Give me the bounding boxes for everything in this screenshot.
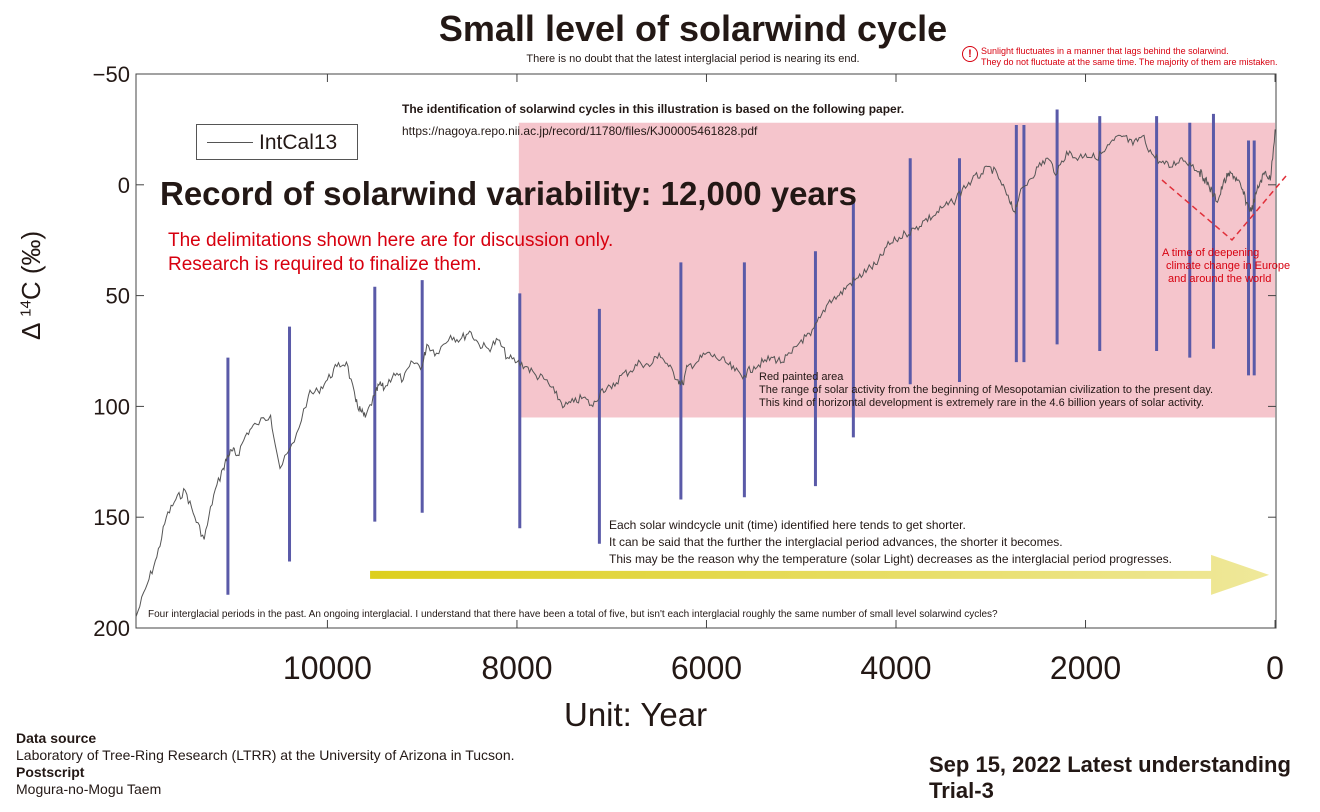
date-stamp: Sep 15, 2022 Latest understanding Trial-… bbox=[929, 752, 1291, 804]
arrow-shape bbox=[370, 554, 1270, 595]
deepening-line-2: climate change in Europe bbox=[1166, 260, 1291, 272]
cycle-markers bbox=[226, 109, 1256, 595]
red-painted-area bbox=[518, 122, 1276, 418]
red-area-line-2: The range of solar activity from the beg… bbox=[759, 384, 1214, 396]
y-tick-label: 0 bbox=[118, 173, 130, 198]
unit-note-line-1: Each solar windcycle unit (time) identif… bbox=[609, 518, 966, 532]
deepening-note: A time of deepening climate change in Eu… bbox=[1162, 247, 1290, 286]
trial-line: Trial-3 bbox=[929, 778, 994, 803]
progress-arrow bbox=[370, 554, 1270, 595]
discussion-note-line-2: Research is required to finalize them. bbox=[168, 254, 482, 275]
deepening-v-marker bbox=[1161, 175, 1287, 242]
x-axis-title: Unit: Year bbox=[564, 696, 708, 733]
warning-line-2: They do not fluctuate at the same time. … bbox=[981, 57, 1278, 67]
discussion-note-line-1: The delimitations shown here are for dis… bbox=[168, 230, 614, 251]
x-tick-label: 2000 bbox=[1050, 650, 1121, 686]
red-area-line-3: This kind of horizontal development is e… bbox=[759, 397, 1204, 409]
interglacial-note: Four interglacial periods in the past. A… bbox=[148, 609, 998, 620]
y-axis-main: C (‰) bbox=[16, 230, 46, 301]
paper-url: https://nagoya.repo.nii.ac.jp/record/117… bbox=[402, 124, 758, 138]
discussion-note: The delimitations shown here are for dis… bbox=[168, 229, 613, 277]
x-tick-label: 8000 bbox=[481, 650, 552, 686]
credits: Data source Laboratory of Tree-Ring Rese… bbox=[16, 730, 515, 798]
y-tick-label: 150 bbox=[93, 505, 130, 530]
deepening-line-3: and around the world bbox=[1168, 273, 1272, 285]
page-title: Small level of solarwind cycle bbox=[438, 8, 948, 49]
unit-note-line-2: It can be said that the further the inte… bbox=[609, 535, 1063, 549]
postscript-text: Mogura-no-Mogu Taem bbox=[16, 781, 162, 797]
y-tick-label: 100 bbox=[93, 394, 130, 419]
x-tick-label: 0 bbox=[1266, 650, 1284, 686]
y-tick-label: −50 bbox=[93, 62, 130, 87]
chart-legend: IntCal13 bbox=[196, 124, 358, 160]
red-area-line-1: Red painted area bbox=[759, 371, 844, 383]
intcal13-curve bbox=[135, 129, 1276, 618]
data-source-heading: Data source bbox=[16, 730, 97, 746]
page-subtitle: There is no doubt that the latest interg… bbox=[526, 53, 860, 65]
legend-line-swatch bbox=[207, 142, 253, 143]
legend-label: IntCal13 bbox=[259, 131, 338, 154]
record-title: Record of solarwind variability: 12,000 … bbox=[160, 175, 857, 212]
deepening-dashed-line bbox=[1161, 175, 1287, 242]
red-area-note: Red painted area The range of solar acti… bbox=[759, 371, 1213, 410]
y-axis-superscript: 14 bbox=[17, 300, 35, 317]
warning-line-1: Sunlight fluctuates in a manner that lag… bbox=[981, 46, 1229, 56]
y-tick-label: 50 bbox=[106, 284, 130, 309]
y-axis-prefix: Δ bbox=[16, 324, 46, 340]
exclamation-circle-icon: ! bbox=[962, 46, 978, 62]
x-tick-label: 6000 bbox=[671, 650, 742, 686]
y-axis-title: Δ 14C (‰) bbox=[16, 220, 56, 340]
x-tick-label: 10000 bbox=[283, 650, 372, 686]
x-tick-label: 4000 bbox=[860, 650, 931, 686]
warning-note: ! Sunlight fluctuates in a manner that la… bbox=[962, 46, 1277, 68]
data-source-text: Laboratory of Tree-Ring Research (LTRR) … bbox=[16, 747, 515, 763]
postscript-heading: Postscript bbox=[16, 764, 85, 780]
deepening-line-1: A time of deepening bbox=[1162, 247, 1260, 259]
unit-note-line-3: This may be the reason why the temperatu… bbox=[609, 552, 1172, 566]
y-tick-label: 200 bbox=[93, 616, 130, 641]
paper-heading: The identification of solarwind cycles i… bbox=[402, 102, 905, 116]
cycle-unit-note: Each solar windcycle unit (time) identif… bbox=[609, 517, 1172, 568]
date-line: Sep 15, 2022 Latest understanding bbox=[929, 752, 1291, 777]
